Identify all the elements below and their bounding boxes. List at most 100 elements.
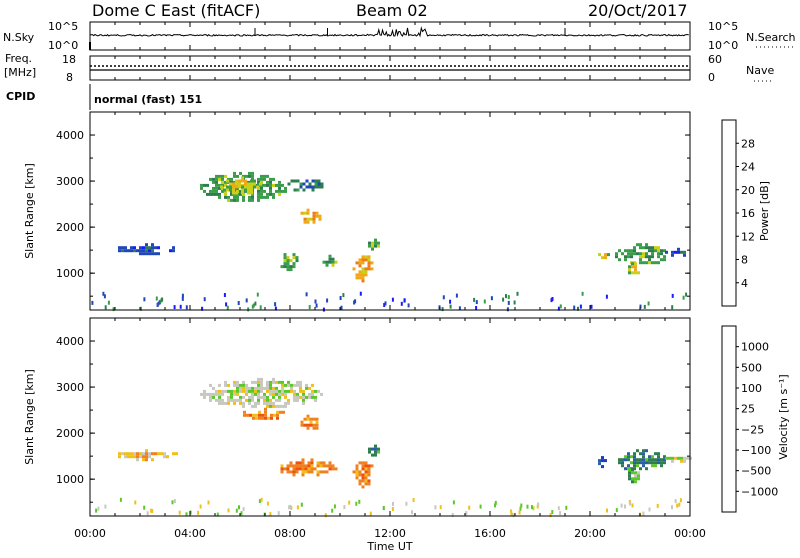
data-cell: [322, 470, 326, 474]
data-cell: [264, 416, 267, 420]
data-cell: [218, 192, 221, 196]
data-cell: [278, 398, 281, 402]
data-cell: [242, 195, 245, 199]
data-cell: [221, 389, 224, 393]
data-cell: [266, 386, 269, 390]
data-cell: [130, 249, 133, 253]
data-cell: [269, 380, 272, 384]
noise-cell: [605, 294, 608, 299]
data-cell: [370, 261, 374, 265]
data-cell: [663, 255, 666, 259]
data-cell: [272, 386, 275, 390]
data-cell: [311, 185, 315, 189]
data-cell: [374, 444, 377, 448]
data-cell: [145, 243, 148, 247]
noise-cell: [277, 511, 280, 516]
data-cell: [136, 249, 139, 253]
data-cell: [278, 380, 281, 384]
data-cell: [303, 423, 307, 427]
noise-cell: [458, 306, 461, 311]
data-cell: [654, 452, 657, 456]
noise-cell: [185, 512, 188, 517]
data-cell: [229, 188, 232, 192]
data-cell: [124, 452, 127, 456]
xtick-label: 16:00: [474, 527, 506, 540]
data-cell: [289, 461, 293, 465]
data-cell: [598, 253, 601, 257]
data-cell: [301, 461, 305, 465]
data-cell: [316, 461, 320, 465]
noise-cell: [465, 511, 468, 516]
data-cell: [627, 249, 630, 253]
data-cell: [157, 452, 160, 456]
data-cell: [654, 461, 657, 465]
data-cell: [358, 264, 362, 268]
data-cell: [651, 255, 654, 259]
data-cell: [305, 383, 308, 387]
data-cell: [252, 413, 255, 417]
data-cell: [645, 467, 648, 471]
data-cell: [269, 180, 272, 184]
noise-cell: [671, 293, 674, 298]
data-cell: [311, 389, 314, 393]
data-cell: [263, 177, 266, 181]
data-cell: [663, 258, 666, 262]
data-cell: [269, 404, 272, 408]
noise-cell: [157, 302, 160, 307]
data-cell: [269, 398, 272, 402]
noise-cell: [513, 300, 516, 305]
data-cell: [293, 389, 296, 393]
data-cell: [281, 383, 284, 387]
data-cell: [657, 461, 660, 465]
data-cell: [248, 180, 251, 184]
data-cell: [278, 395, 281, 399]
data-cell: [314, 182, 318, 186]
data-cell: [215, 192, 218, 196]
data-cell: [248, 171, 251, 175]
data-cell: [639, 452, 642, 456]
data-cell: [657, 246, 660, 250]
colorbar-tick-label: 8: [741, 254, 748, 267]
data-cell: [142, 249, 145, 253]
data-cell: [246, 413, 249, 417]
data-cell: [229, 182, 232, 186]
data-cell: [316, 473, 320, 477]
data-cell: [209, 395, 212, 399]
data-cell: [218, 195, 221, 199]
data-cell: [257, 392, 260, 396]
data-cell: [142, 252, 145, 256]
noise-cell: [679, 498, 682, 503]
data-cell: [624, 258, 627, 262]
data-cell: [328, 461, 332, 465]
data-cell: [224, 183, 227, 187]
data-cell: [660, 464, 663, 468]
data-cell: [308, 392, 311, 396]
data-cell: [639, 243, 642, 247]
data-cell: [660, 461, 663, 465]
data-cell: [264, 410, 267, 414]
data-cell: [232, 182, 235, 186]
data-cell: [651, 261, 654, 265]
noise-cell: [300, 502, 303, 507]
data-cell: [296, 179, 300, 183]
data-cell: [260, 174, 263, 178]
noise-cell: [643, 304, 646, 309]
data-cell: [239, 398, 242, 402]
data-cell: [645, 461, 648, 465]
data-cell: [364, 467, 368, 471]
data-cell: [224, 383, 227, 387]
data-cell: [139, 455, 142, 459]
data-cell: [233, 174, 236, 178]
ytick-label: 1000: [56, 473, 84, 486]
data-cell: [651, 461, 654, 465]
data-cell: [293, 395, 296, 399]
noise-cell: [103, 294, 106, 299]
data-cell: [278, 404, 281, 408]
data-cell: [251, 174, 254, 178]
data-cell: [269, 177, 272, 181]
data-cell: [631, 262, 634, 266]
data-cell: [118, 452, 121, 456]
data-cell: [299, 380, 302, 384]
data-cell: [657, 455, 660, 459]
noise-cell: [671, 505, 673, 510]
